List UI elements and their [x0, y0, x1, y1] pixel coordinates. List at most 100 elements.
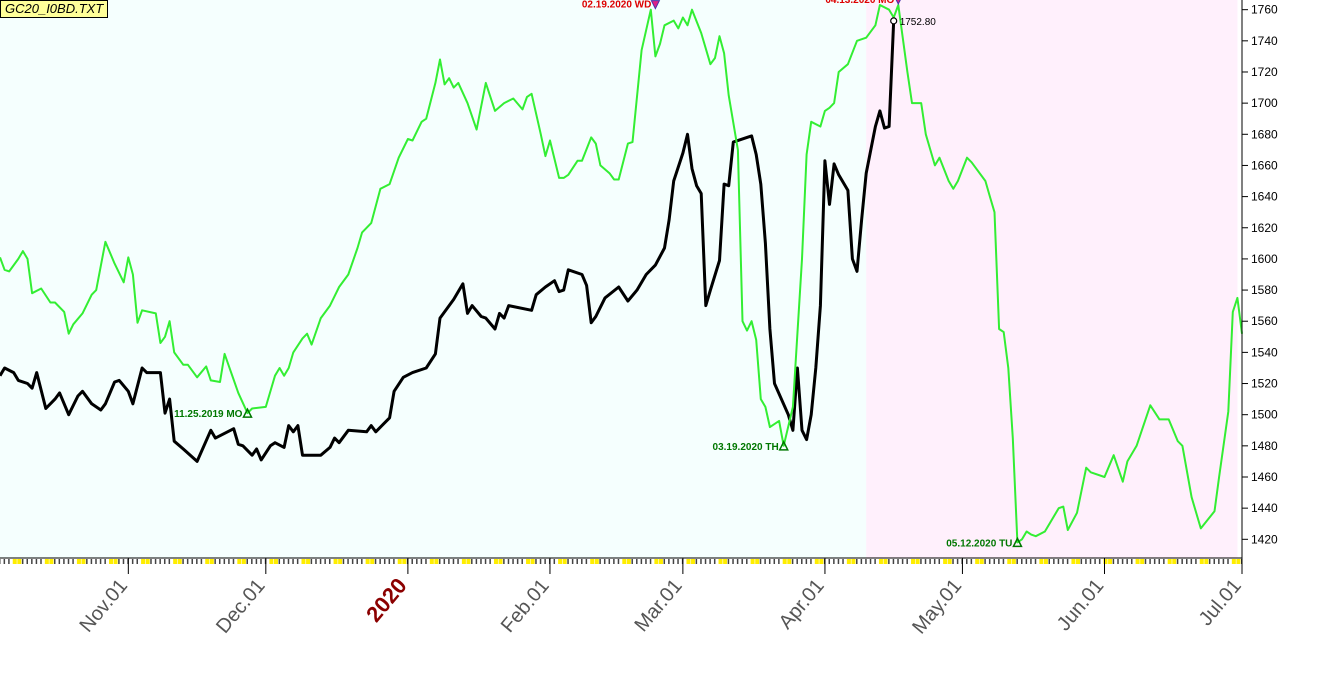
day-tick	[613, 559, 615, 564]
day-tick	[677, 559, 679, 564]
day-tick	[1195, 559, 1197, 564]
day-tick	[306, 559, 311, 564]
day-tick	[131, 559, 134, 564]
y-tick-label: 1600	[1251, 252, 1278, 266]
day-tick	[947, 559, 952, 564]
day-tick	[1076, 559, 1081, 564]
day-tick	[526, 559, 531, 564]
day-tick	[640, 559, 643, 564]
shaded-region-2	[866, 0, 1238, 558]
day-tick	[1039, 559, 1044, 564]
day-tick	[842, 559, 844, 564]
day-tick	[892, 559, 895, 564]
y-tick-label: 1520	[1251, 377, 1278, 391]
day-tick	[906, 559, 908, 564]
day-tick	[95, 559, 97, 564]
day-tick	[328, 559, 331, 564]
day-tick	[1176, 559, 1179, 564]
day-tick	[1222, 559, 1225, 564]
day-tick	[594, 559, 599, 564]
day-tick	[1094, 559, 1096, 564]
day-tick	[750, 559, 755, 564]
day-tick	[269, 559, 274, 564]
day-tick	[383, 559, 386, 564]
day-tick	[718, 559, 723, 564]
day-tick	[658, 559, 663, 564]
day-tick	[1186, 559, 1188, 564]
day-tick	[186, 559, 189, 564]
shaded-region-1	[0, 0, 866, 558]
day-tick	[1002, 559, 1005, 564]
day-tick	[979, 559, 984, 564]
x-tick-label: Nov.01	[76, 575, 133, 637]
day-tick	[228, 559, 230, 564]
day-tick	[924, 559, 927, 564]
day-tick	[888, 559, 890, 564]
day-tick	[1117, 559, 1119, 564]
day-tick	[58, 559, 61, 564]
day-tick	[301, 559, 306, 564]
day-tick	[209, 559, 214, 564]
day-tick	[104, 559, 106, 564]
high-marker	[895, 0, 901, 6]
day-tick	[603, 559, 606, 564]
day-tick	[361, 559, 363, 564]
day-tick	[150, 559, 152, 564]
day-tick	[993, 559, 996, 564]
day-tick	[90, 559, 93, 564]
day-tick	[966, 559, 968, 564]
day-tick	[1208, 559, 1211, 564]
day-tick	[1131, 559, 1133, 564]
day-tick	[796, 559, 798, 564]
day-tick	[324, 559, 326, 564]
day-tick	[49, 559, 54, 564]
day-tick	[86, 559, 88, 564]
day-tick	[828, 559, 831, 564]
y-tick-label: 1640	[1251, 190, 1278, 204]
day-tick	[521, 559, 523, 564]
y-tick-label: 1540	[1251, 345, 1278, 359]
day-tick	[333, 559, 338, 564]
day-tick	[768, 559, 771, 564]
day-tick	[1231, 559, 1236, 564]
day-tick	[1089, 559, 1092, 564]
y-tick-label: 1760	[1251, 3, 1278, 17]
day-tick	[420, 559, 423, 564]
day-tick	[558, 559, 563, 564]
low-marker	[778, 440, 789, 451]
day-tick	[723, 559, 728, 564]
day-tick	[200, 559, 203, 564]
day-tick	[1167, 559, 1172, 564]
day-tick	[241, 559, 246, 564]
day-tick	[869, 559, 872, 564]
day-tick	[283, 559, 285, 564]
day-tick	[218, 559, 221, 564]
day-tick	[645, 559, 647, 564]
day-tick	[232, 559, 235, 564]
day-tick	[704, 559, 707, 564]
day-tick	[457, 559, 459, 564]
day-tick	[933, 559, 936, 564]
day-tick	[370, 559, 375, 564]
day-tick	[255, 559, 258, 564]
day-tick	[154, 559, 157, 564]
day-tick	[778, 559, 780, 564]
day-tick	[1144, 559, 1147, 564]
day-tick	[471, 559, 473, 564]
day-tick	[1066, 559, 1069, 564]
day-tick	[1085, 559, 1087, 564]
day-tick	[695, 559, 698, 564]
day-tick	[1213, 559, 1216, 564]
day-tick	[819, 559, 824, 564]
day-tick	[833, 559, 835, 564]
low-label: 03.19.2020 TH	[713, 442, 779, 453]
day-tick	[672, 559, 675, 564]
day-tick	[746, 559, 748, 564]
day-tick	[1057, 559, 1060, 564]
day-tick	[512, 559, 514, 564]
y-axis: 1420 1440 1460 1480 1500 1520 1540 1560 1580 1600…	[1241, 0, 1278, 565]
day-tick	[425, 559, 427, 564]
day-tick	[801, 559, 803, 564]
day-tick	[72, 559, 74, 564]
day-tick	[1204, 559, 1209, 564]
